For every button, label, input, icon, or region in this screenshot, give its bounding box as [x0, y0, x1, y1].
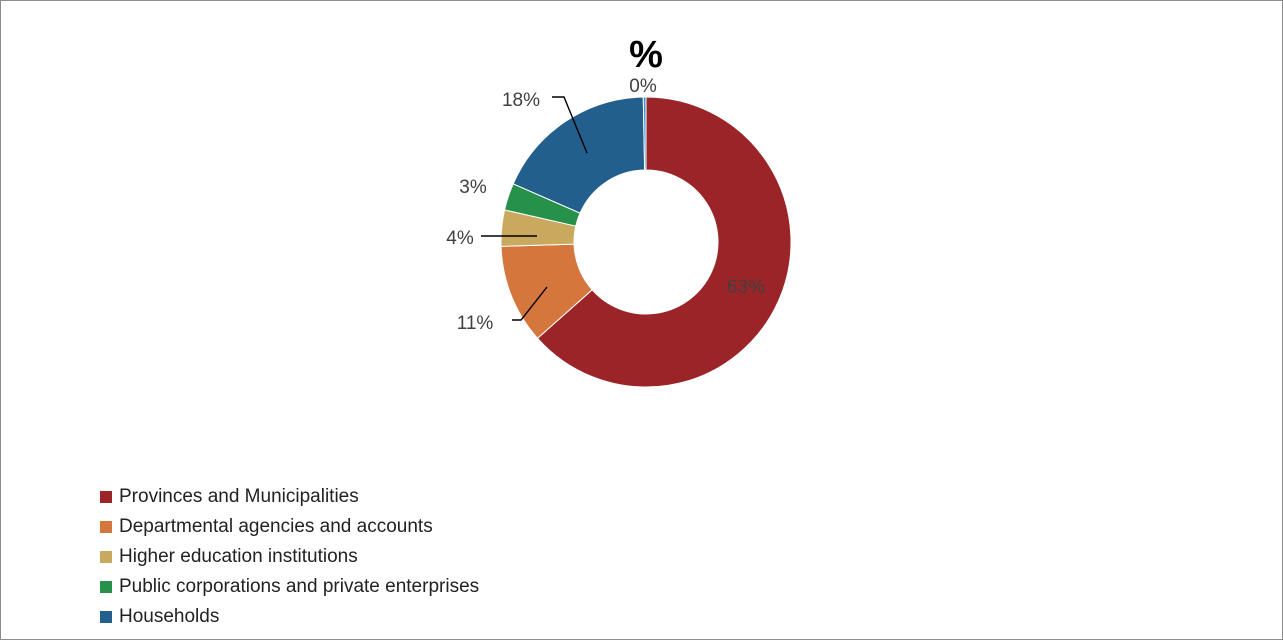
- slice-0: [536, 96, 792, 388]
- leader-line-1: [512, 286, 548, 321]
- legend-item-4: Households: [100, 602, 479, 632]
- data-label-0: 63%: [727, 277, 765, 298]
- slice-4: [512, 96, 646, 214]
- legend-item-0: Provinces and Municipalities: [100, 482, 479, 512]
- legend-swatch-2: [100, 551, 112, 563]
- data-label-1: 11%: [457, 313, 494, 334]
- data-label-5: 0%: [629, 76, 657, 97]
- legend-swatch-1: [100, 521, 112, 533]
- data-label-4: 18%: [502, 90, 540, 111]
- legend-swatch-4: [100, 611, 112, 623]
- legend-label-0: Provinces and Municipalities: [119, 486, 359, 507]
- chart-title: %: [629, 34, 663, 76]
- data-label-2: 4%: [446, 228, 474, 249]
- legend-swatch-3: [100, 581, 112, 593]
- data-label-3: 3%: [459, 177, 487, 198]
- slice-5: [642, 96, 647, 171]
- leader-lines-group: [481, 96, 588, 321]
- legend-item-3: Public corporations and private enterpri…: [100, 572, 479, 602]
- legend-swatch-0: [100, 491, 112, 503]
- legend-item-1: Departmental agencies and accounts: [100, 512, 479, 542]
- legend-label-1: Departmental agencies and accounts: [119, 516, 433, 537]
- legend-label-4: Households: [119, 606, 220, 627]
- leader-line-4: [552, 96, 588, 154]
- legend-label-3: Public corporations and private enterpri…: [119, 576, 480, 597]
- data-labels-group: 63% 11% 4% 3% 18% 0%: [446, 76, 765, 334]
- slices-group: [500, 96, 792, 388]
- legend-item-2: Higher education institutions: [100, 542, 479, 572]
- legend: Provinces and Municipalities Departmental…: [100, 482, 479, 632]
- legend-label-2: Higher education institutions: [119, 546, 358, 567]
